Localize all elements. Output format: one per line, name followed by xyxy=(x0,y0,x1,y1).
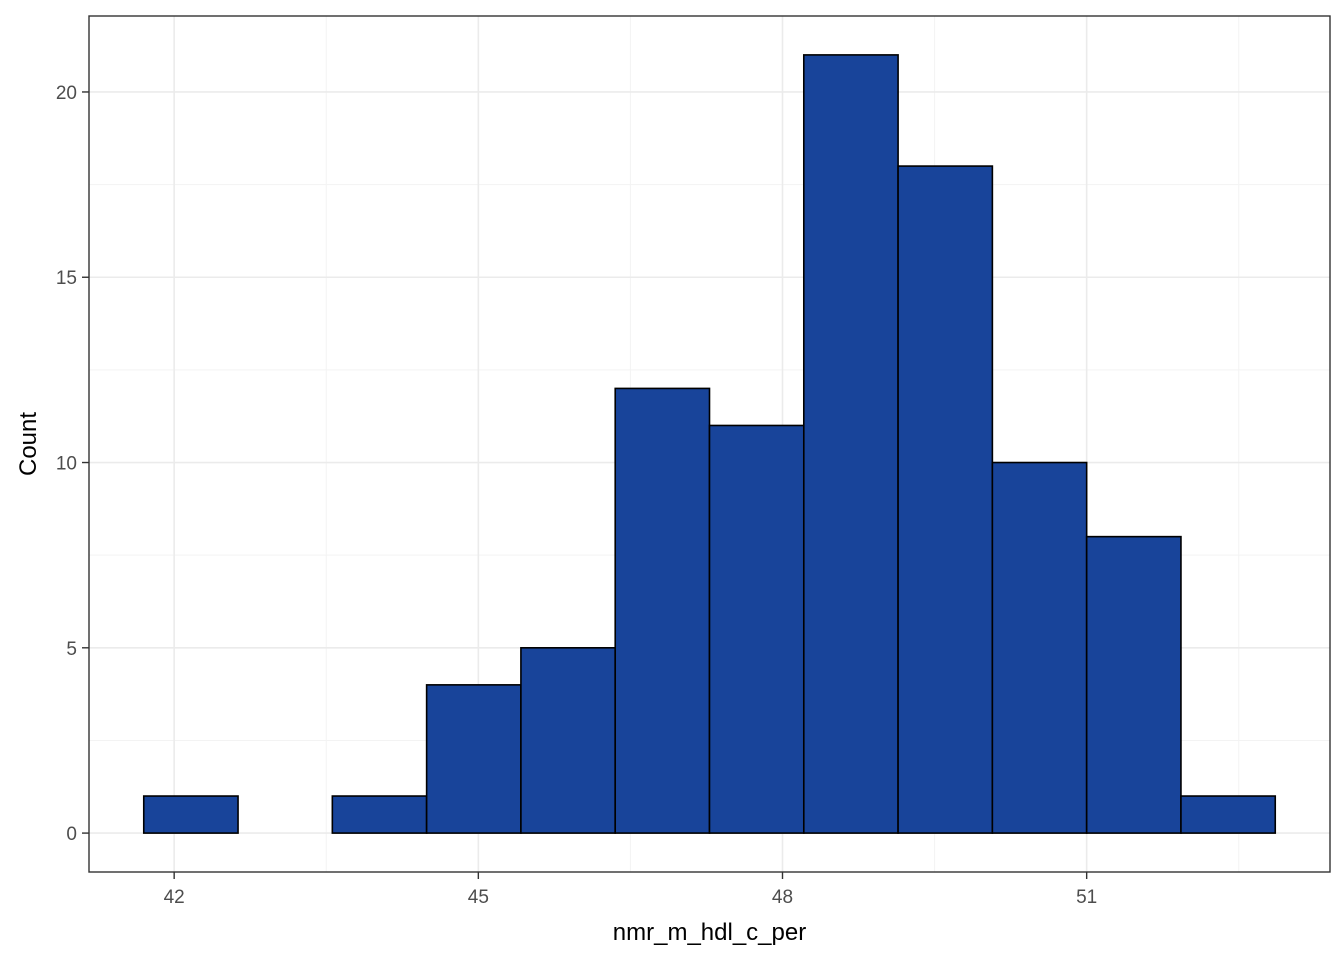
histogram-bar-8 xyxy=(897,165,994,834)
y-tick-label: 5 xyxy=(66,639,77,660)
histogram-bar-0 xyxy=(142,795,239,834)
histogram-bar-6 xyxy=(708,424,805,834)
histogram-bar-7 xyxy=(802,54,899,834)
x-axis-title: nmr_m_hdl_c_per xyxy=(613,919,806,946)
histogram-bar-2 xyxy=(331,795,428,834)
y-tick-label: 15 xyxy=(56,268,77,289)
x-tick-label: 48 xyxy=(772,887,793,908)
histogram-bar-11 xyxy=(1180,795,1277,834)
y-tick-label: 20 xyxy=(56,83,77,104)
histogram-bar-3 xyxy=(425,684,522,834)
x-tick-label: 42 xyxy=(164,887,185,908)
x-tick-label: 45 xyxy=(468,887,489,908)
histogram-bar-5 xyxy=(614,387,711,834)
y-axis-title: Count xyxy=(15,412,42,476)
panel-border xyxy=(88,15,1331,873)
histogram-bar-4 xyxy=(520,647,617,834)
histogram-bar-10 xyxy=(1085,535,1182,834)
y-tick-label: 0 xyxy=(66,824,77,845)
y-tick-label: 10 xyxy=(56,454,77,475)
histogram-bars xyxy=(142,54,1277,834)
x-tick-label: 51 xyxy=(1076,887,1097,908)
histogram-bar-9 xyxy=(991,461,1088,834)
